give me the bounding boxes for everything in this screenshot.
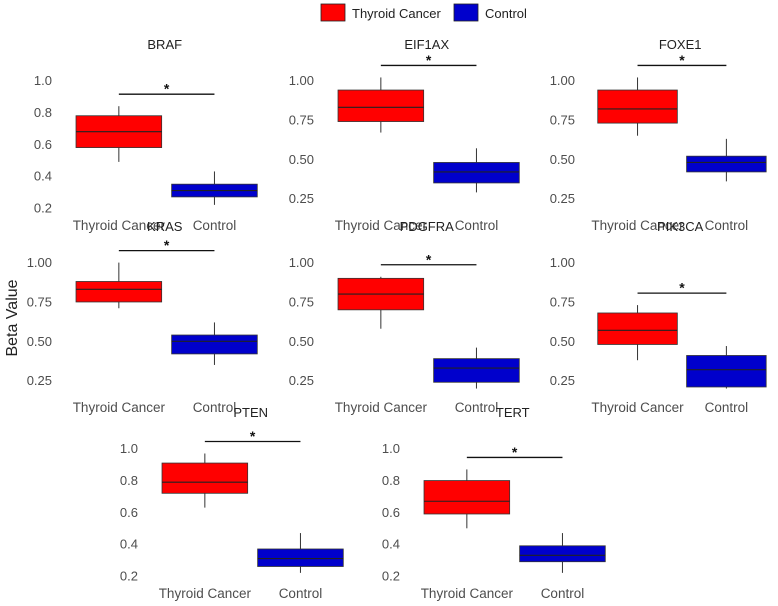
x-tick-label: Control	[705, 218, 749, 233]
x-tick-label: Thyroid Cancer	[73, 218, 166, 233]
box-control	[686, 355, 767, 388]
x-tick-label: Thyroid Cancer	[591, 218, 684, 233]
y-tick-label: 0.6	[34, 137, 52, 152]
panel-braf: BRAF 0.2 0.4 0.6 0.8 1.0 * Thyroid Cancer Contro…	[34, 37, 258, 233]
box-thyroid-cancer	[597, 312, 678, 345]
x-tick-label: Control	[279, 586, 323, 601]
x-tick-label: Control	[193, 218, 237, 233]
panel-title-pten: PTEN	[233, 405, 268, 420]
y-tick-label: 1.00	[289, 73, 314, 88]
legend-label-control: Control	[485, 6, 527, 21]
y-tick-label: 0.25	[550, 191, 575, 206]
x-tick-label: Thyroid Cancer	[335, 218, 428, 233]
panel-title-eif1ax: EIF1AX	[404, 37, 449, 52]
y-tick-label: 0.4	[120, 537, 138, 552]
panel-pten: PTEN 0.2 0.4 0.6 0.8 1.0 * Thyroid Cancer Contro…	[120, 405, 344, 601]
x-tick-label: Control	[705, 400, 749, 415]
box-thyroid-cancer	[161, 462, 249, 494]
x-tick-label: Thyroid Cancer	[159, 586, 252, 601]
x-tick-label: Thyroid Cancer	[335, 400, 428, 415]
significance-star: *	[426, 251, 432, 267]
panel-title-foxe1: FOXE1	[659, 37, 702, 52]
y-tick-label: 0.4	[34, 169, 52, 184]
y-tick-label: 0.50	[550, 152, 575, 167]
box-control	[433, 358, 520, 383]
y-tick-label: 0.75	[550, 294, 575, 309]
x-tick-label: Control	[455, 400, 499, 415]
panel-pdgfra: PDGFRA 0.25 0.50 0.75 1.00 * Thyroid Cancer Con…	[289, 219, 520, 415]
significance-star: *	[426, 52, 432, 68]
y-tick-label: 0.25	[27, 373, 52, 388]
significance-star: *	[164, 81, 170, 97]
panels: BRAF 0.2 0.4 0.6 0.8 1.0 * Thyroid Cancer Contro…	[27, 37, 767, 601]
significance-star: *	[250, 428, 256, 444]
panel-kras: KRAS 0.25 0.50 0.75 1.00 * Thyroid Cancer Contr…	[27, 219, 258, 415]
y-tick-label: 1.00	[550, 73, 575, 88]
y-tick-label: 1.0	[34, 73, 52, 88]
y-tick-label: 0.75	[289, 294, 314, 309]
legend-label-thyroid-cancer: Thyroid Cancer	[352, 6, 442, 21]
x-tick-label: Thyroid Cancer	[73, 400, 166, 415]
box-control	[519, 545, 606, 563]
y-tick-label: 0.50	[289, 334, 314, 349]
y-tick-label: 0.6	[382, 505, 400, 520]
significance-star: *	[164, 237, 170, 253]
y-tick-label: 1.00	[27, 255, 52, 270]
y-tick-label: 0.75	[27, 294, 52, 309]
y-tick-label: 0.2	[120, 569, 138, 584]
y-tick-label: 0.4	[382, 537, 400, 552]
y-tick-label: 0.25	[550, 373, 575, 388]
box-thyroid-cancer	[337, 89, 425, 122]
box-thyroid-cancer	[597, 89, 678, 124]
box-control	[686, 155, 767, 173]
y-tick-label: 0.8	[34, 105, 52, 120]
panel-title-pik3ca: PIK3CA	[657, 219, 704, 234]
y-tick-label: 0.50	[550, 334, 575, 349]
x-tick-label: Thyroid Cancer	[591, 400, 684, 415]
panel-pik3ca: PIK3CA 0.25 0.50 0.75 1.00 * Thyroid Cancer Con…	[550, 219, 767, 415]
legend: Thyroid Cancer Control	[320, 3, 527, 22]
x-tick-label: Control	[193, 400, 237, 415]
y-tick-label: 1.0	[382, 441, 400, 456]
panel-title-tert: TERT	[496, 405, 530, 420]
x-tick-label: Control	[541, 586, 585, 601]
y-tick-label: 0.2	[34, 201, 52, 216]
box-control	[433, 162, 520, 184]
panel-eif1ax: EIF1AX 0.25 0.50 0.75 1.00 * Thyroid Cancer Con…	[289, 37, 520, 233]
panel-title-pdgfra: PDGFRA	[400, 219, 455, 234]
legend-swatch-control	[453, 3, 479, 22]
box-thyroid-cancer	[75, 281, 163, 303]
y-tick-label: 0.6	[120, 505, 138, 520]
panel-title-braf: BRAF	[147, 37, 182, 52]
x-tick-label: Thyroid Cancer	[421, 586, 514, 601]
significance-star: *	[679, 52, 685, 68]
y-tick-label: 0.8	[382, 473, 400, 488]
y-tick-label: 0.25	[289, 191, 314, 206]
y-tick-label: 1.00	[289, 255, 314, 270]
y-tick-label: 0.75	[550, 112, 575, 127]
y-axis-label: Beta Value	[4, 279, 21, 356]
y-tick-label: 0.50	[27, 334, 52, 349]
box-thyroid-cancer	[423, 480, 511, 515]
y-tick-label: 0.50	[289, 152, 314, 167]
y-tick-label: 0.8	[120, 473, 138, 488]
box-control	[171, 334, 258, 355]
panel-title-kras: KRAS	[147, 219, 183, 234]
panel-foxe1: FOXE1 0.25 0.50 0.75 1.00 * Thyroid Cancer Cont…	[550, 37, 767, 233]
panel-tert: TERT 0.2 0.4 0.6 0.8 1.0 * Thyroid Cancer Contro…	[382, 405, 606, 601]
x-tick-label: Control	[455, 218, 499, 233]
legend-swatch-thyroid-cancer	[320, 3, 346, 22]
y-tick-label: 0.2	[382, 569, 400, 584]
box-control	[257, 548, 344, 567]
significance-star: *	[679, 280, 685, 296]
y-tick-label: 0.25	[289, 373, 314, 388]
significance-star: *	[512, 444, 518, 460]
y-tick-label: 0.75	[289, 112, 314, 127]
y-tick-label: 1.00	[550, 255, 575, 270]
y-tick-label: 1.0	[120, 441, 138, 456]
